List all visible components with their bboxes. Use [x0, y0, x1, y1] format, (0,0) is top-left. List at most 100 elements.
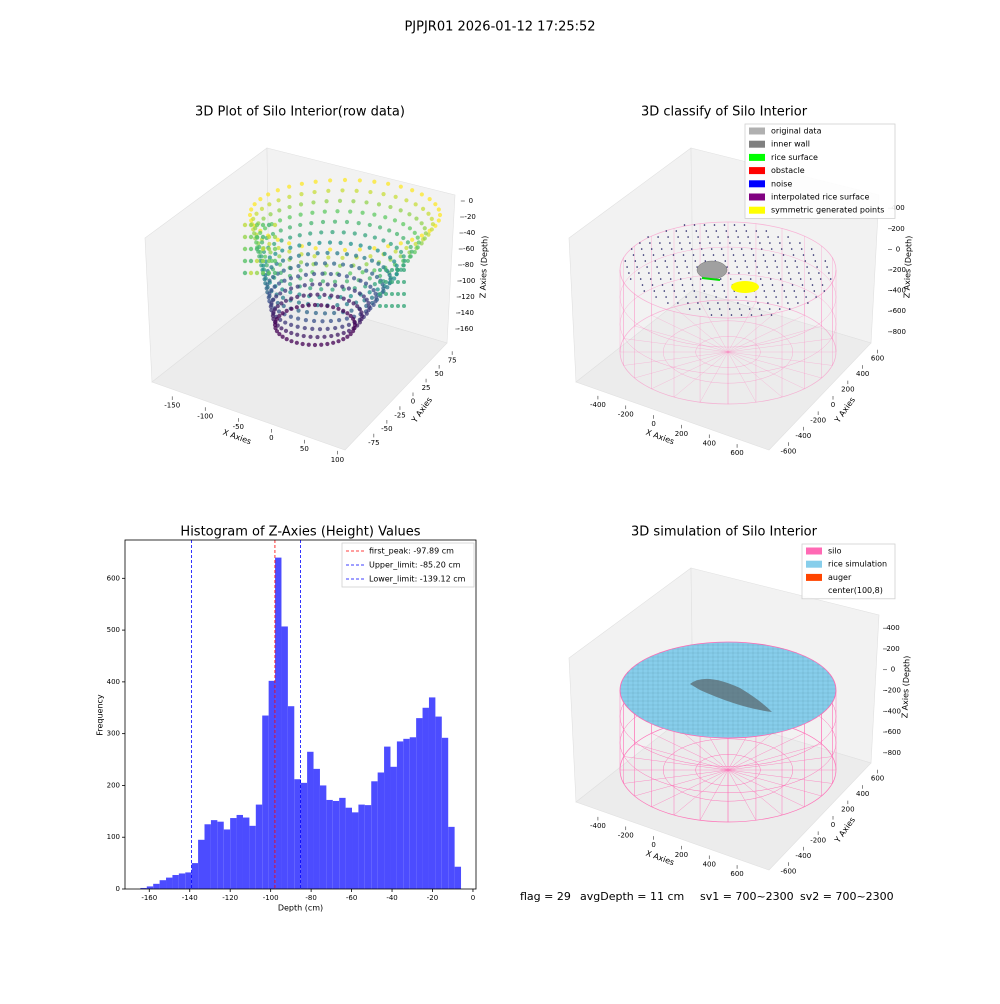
point-decor — [312, 254, 317, 259]
point-decor — [346, 328, 352, 333]
point-decor — [319, 303, 324, 308]
point-decor — [281, 268, 286, 273]
plot-frame — [124, 539, 477, 890]
point-decor — [372, 268, 377, 273]
point-decor — [632, 254, 635, 256]
point-decor — [317, 282, 323, 287]
point-decor — [369, 295, 375, 300]
point-decor — [287, 204, 292, 210]
point-decor — [325, 341, 330, 347]
bar — [339, 797, 346, 889]
silo-wire — [727, 351, 757, 403]
point-decor — [372, 179, 377, 184]
point-decor — [277, 313, 282, 319]
point-decor — [342, 177, 348, 183]
point-decor — [242, 258, 248, 264]
x-tick-label: -80 — [305, 894, 316, 902]
point-decor — [331, 340, 336, 345]
point-decor — [713, 290, 716, 292]
point-decor — [693, 224, 696, 226]
point-decor — [320, 271, 325, 276]
bar — [275, 557, 282, 889]
point-decor — [777, 302, 779, 304]
y-tick-label: 600 — [107, 574, 120, 582]
point-decor — [385, 285, 390, 290]
point-decor — [380, 282, 385, 287]
point-decor — [328, 178, 333, 183]
silo-wire — [727, 301, 757, 353]
point-decor — [332, 219, 338, 224]
silo-wire — [727, 306, 783, 353]
point-decor — [329, 333, 334, 339]
point-decor — [303, 317, 308, 323]
bar — [345, 807, 353, 889]
point-decor — [336, 306, 341, 311]
point-decor — [341, 337, 346, 342]
point-decor — [769, 242, 771, 244]
point-decor — [412, 230, 417, 235]
legend-swatch — [749, 193, 765, 201]
point-decor — [739, 242, 741, 244]
silo-wire — [619, 299, 837, 405]
point-decor — [696, 260, 728, 280]
point-decor — [330, 229, 335, 235]
point-decor — [266, 234, 272, 240]
point-decor — [331, 305, 336, 310]
point-decor — [666, 266, 668, 268]
point-decor — [351, 199, 356, 204]
point-decor — [426, 211, 431, 216]
point-decor — [348, 271, 353, 276]
point-decor — [373, 291, 378, 296]
point-decor — [267, 278, 272, 283]
y-tick-label: 50 — [435, 370, 444, 378]
point-decor — [646, 266, 648, 268]
point-decor — [660, 248, 663, 250]
point-decor — [398, 184, 403, 189]
point-decor — [759, 278, 762, 280]
point-decor — [271, 297, 276, 302]
point-decor — [776, 266, 778, 268]
silo-wire — [651, 769, 729, 807]
legend-swatch — [806, 547, 822, 555]
point-decor — [770, 248, 773, 250]
mesh-decor — [690, 678, 772, 712]
point-decor — [381, 238, 386, 243]
point-decor — [364, 262, 369, 267]
point-decor — [410, 188, 415, 193]
point-decor — [639, 242, 641, 244]
point-decor — [260, 270, 266, 276]
x-tick-label: -120 — [222, 894, 238, 902]
point-decor — [647, 236, 649, 238]
bar — [172, 875, 179, 889]
point-decor — [357, 266, 362, 271]
point-decor — [735, 230, 738, 232]
point-decor — [779, 242, 781, 244]
point-decor — [295, 332, 300, 337]
x-tick-label: 0 — [269, 434, 273, 442]
point-decor — [358, 243, 363, 248]
bar — [242, 817, 250, 889]
point-decor — [298, 268, 303, 273]
legend-label: obstacle — [771, 166, 805, 175]
point-decor — [750, 314, 753, 316]
point-decor — [396, 268, 400, 272]
legend-swatch — [749, 167, 765, 175]
point-decor — [802, 254, 805, 256]
point-decor — [423, 231, 428, 236]
point-decor — [429, 227, 434, 232]
point-decor — [325, 250, 330, 256]
point-decor — [785, 296, 787, 298]
point-decor — [663, 290, 666, 292]
y-tick-label: 200 — [841, 386, 854, 394]
point-decor — [384, 304, 388, 308]
footer-text: flag = 29 — [520, 890, 571, 903]
point-decor — [738, 272, 740, 274]
point-decor — [757, 236, 759, 238]
legend-label: inner wall — [771, 140, 810, 149]
silo-wire — [634, 743, 729, 771]
point-decor — [381, 286, 386, 291]
point-decor — [306, 342, 311, 347]
point-decor — [252, 231, 257, 236]
point-decor — [275, 237, 280, 242]
point-decor — [289, 296, 294, 301]
